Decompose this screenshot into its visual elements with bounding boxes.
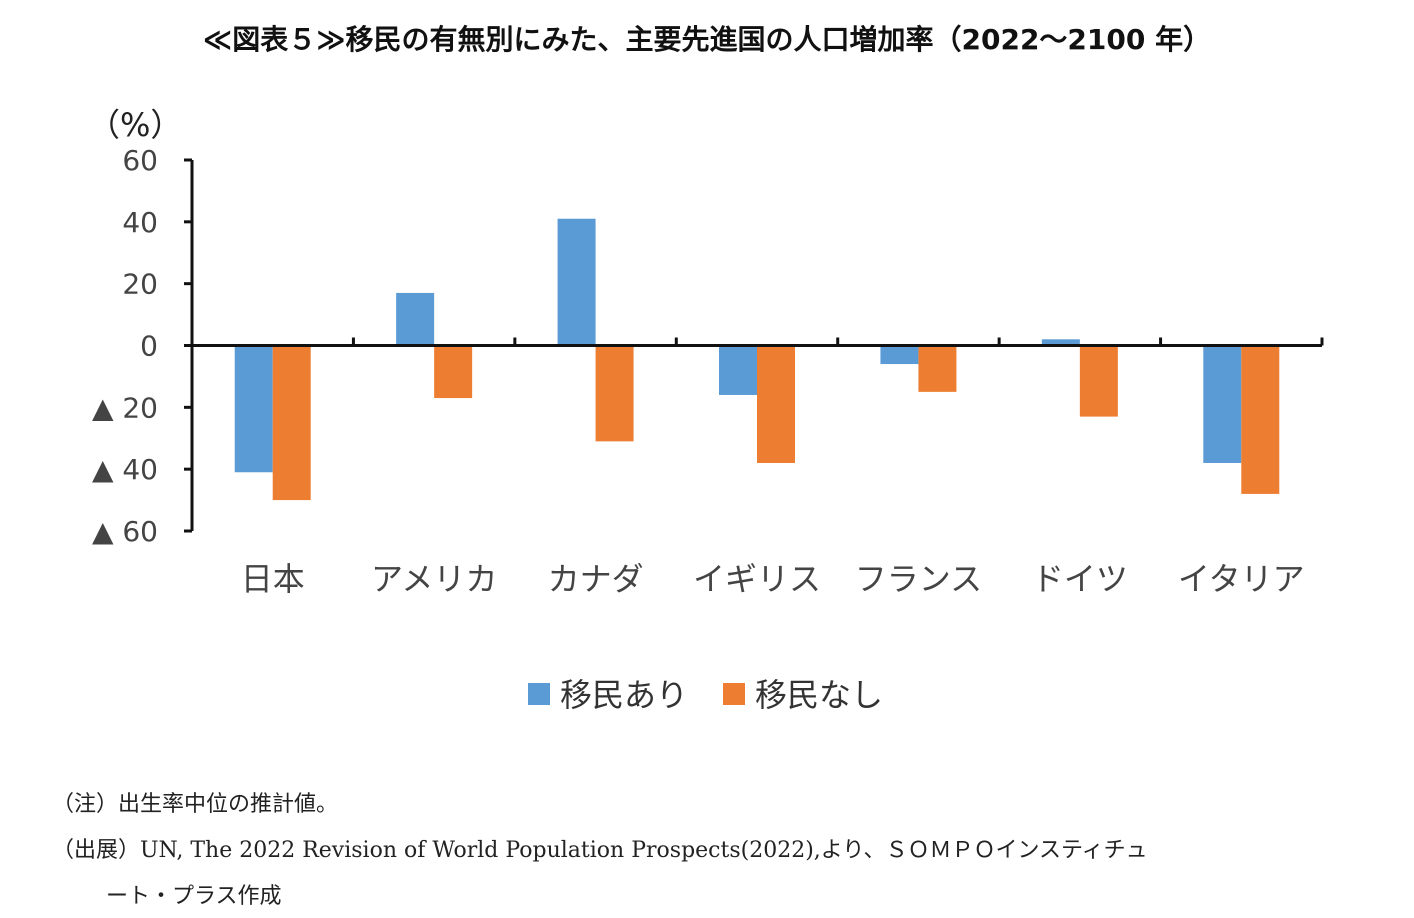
x-category-label: カナダ <box>548 560 644 598</box>
y-tick-label: ▲ 60 <box>92 515 158 548</box>
bar-without-migration-5 <box>1079 345 1118 417</box>
legend-label: 移民あり <box>560 676 688 714</box>
bar-with-migration-4 <box>880 345 919 365</box>
bar-with-migration-1 <box>396 292 435 346</box>
y-tick-label: 0 <box>140 330 158 363</box>
source-text-continued: ート・プラス作成 <box>106 884 282 909</box>
bar-with-migration-5 <box>1041 339 1080 346</box>
legend-label: 移民なし <box>755 676 883 714</box>
y-tick-label: 60 <box>122 144 158 177</box>
x-category-label: 日本 <box>241 560 305 598</box>
x-category-label: イタリア <box>1178 560 1305 598</box>
bar-without-migration-3 <box>757 345 795 463</box>
legend: 移民あり 移民なし <box>528 676 883 714</box>
y-tick-label: 40 <box>122 206 158 239</box>
y-axis-unit-label: （%） <box>88 106 182 144</box>
x-category-label: アメリカ <box>371 560 497 598</box>
bar-without-migration-0 <box>272 345 311 501</box>
bar-with-migration-6 <box>1203 345 1242 463</box>
legend-swatch <box>528 683 550 705</box>
bars-group <box>234 218 1280 501</box>
bar-with-migration-0 <box>234 345 273 473</box>
legend-swatch <box>723 683 745 705</box>
bar-chart: （%） 60 40 20 0 ▲ 20 ▲ 40 ▲ 60 日本 アメリカ カナダ イギリス フラン… <box>88 106 1324 714</box>
y-tick-label: ▲ 40 <box>92 453 158 486</box>
y-tick-labels: 60 40 20 0 ▲ 20 ▲ 40 ▲ 60 <box>92 144 158 548</box>
bar-without-migration-2 <box>595 345 634 442</box>
source-text: （出展）UN, The 2022 Revision of World Popul… <box>52 838 1148 863</box>
note-text: （注）出生率中位の推計値。 <box>52 792 339 817</box>
bar-with-migration-3 <box>719 345 757 395</box>
axes-group <box>184 158 1324 533</box>
y-tick-label: 20 <box>122 268 158 301</box>
x-category-label: ドイツ <box>1032 560 1128 598</box>
x-category-labels: 日本 アメリカ カナダ イギリス フランス ドイツ イタリア <box>241 560 1305 598</box>
bar-without-migration-6 <box>1241 345 1280 494</box>
chart-title: ≪図表５≫移民の有無別にみた、主要先進国の人口増加率（2022～2100 年） <box>202 23 1212 56</box>
y-tick-label: ▲ 20 <box>92 391 158 424</box>
x-category-label: イギリス <box>693 560 821 598</box>
bar-with-migration-2 <box>557 218 596 346</box>
bar-without-migration-1 <box>434 345 473 399</box>
x-category-label: フランス <box>855 560 982 598</box>
bar-without-migration-4 <box>918 345 957 392</box>
